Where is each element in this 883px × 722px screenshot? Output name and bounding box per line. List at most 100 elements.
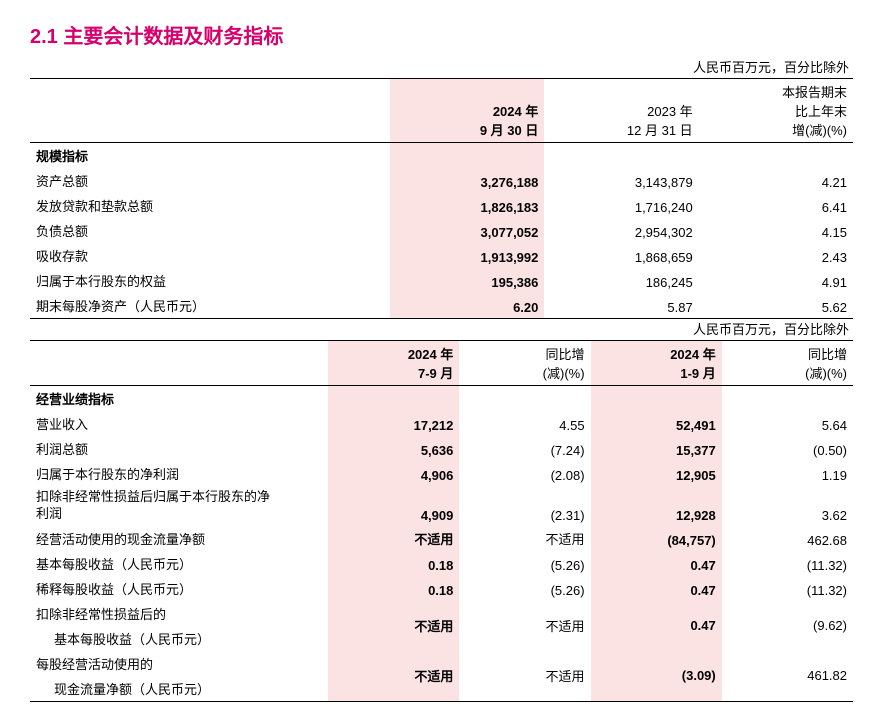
table2-hdr-c2: 同比增 (减)(%) <box>459 341 590 386</box>
table-row: 资产总额3,276,1883,143,8794.21 <box>30 168 853 193</box>
table1-header-row: 2024 年 9 月 30 日 2023 年 12 月 31 日 本报告期末 比… <box>30 79 853 143</box>
row-val-change: 5.62 <box>699 293 853 319</box>
row-val-change: 2.43 <box>699 243 853 268</box>
table-scale-indicators: 2024 年 9 月 30 日 2023 年 12 月 31 日 本报告期末 比… <box>30 78 853 319</box>
row-val-prior: 5.87 <box>544 293 698 319</box>
row-val-prior: 3,143,879 <box>544 168 698 193</box>
table-row: 发放贷款和垫款总额1,826,1831,716,2406.41 <box>30 193 853 218</box>
table-row: 基本每股收益（人民币元）0.18(5.26)0.47(11.32) <box>30 551 853 576</box>
row-label: 营业收入 <box>30 411 328 436</box>
table-row: 归属于本行股东的净利润4,906(2.08)12,9051.19 <box>30 461 853 486</box>
table-row: 归属于本行股东的权益195,386186,2454.91 <box>30 268 853 293</box>
table1-hdr-c2: 2023 年 12 月 31 日 <box>544 79 698 143</box>
table1-section-row: 规模指标 <box>30 143 853 169</box>
table-row: 负债总额3,077,0522,954,3024.15 <box>30 218 853 243</box>
row-val-q: 5,636 <box>328 436 459 461</box>
row-val-q-chg: (5.26) <box>459 551 590 576</box>
table-row: 扣除非经常性损益后归属于本行股东的净利润4,909(2.31)12,9283.6… <box>30 486 853 526</box>
row-val-q-chg: 不适用 <box>459 601 590 651</box>
row-label: 经营活动使用的现金流量净额 <box>30 526 328 551</box>
row-val-change: 6.41 <box>699 193 853 218</box>
row-val-ytd-chg: (0.50) <box>722 436 853 461</box>
row-val-current: 1,826,183 <box>390 193 544 218</box>
row-val-current: 3,077,052 <box>390 218 544 243</box>
row-val-q-chg: (2.08) <box>459 461 590 486</box>
row-val-q: 17,212 <box>328 411 459 436</box>
row-val-q: 不适用 <box>328 651 459 702</box>
row-val-ytd-chg: (9.62) <box>722 601 853 651</box>
row-val-current: 195,386 <box>390 268 544 293</box>
row-val-q: 0.18 <box>328 576 459 601</box>
row-val-change: 4.91 <box>699 268 853 293</box>
table-row: 每股经营活动使用的不适用不适用(3.09)461.82 <box>30 651 853 676</box>
table-row: 经营活动使用的现金流量净额不适用不适用(84,757)462.68 <box>30 526 853 551</box>
row-sublabel: 基本每股收益（人民币元） <box>30 626 328 651</box>
row-label: 每股经营活动使用的 <box>30 651 328 676</box>
table-row: 稀释每股收益（人民币元）0.18(5.26)0.47(11.32) <box>30 576 853 601</box>
table2-section: 经营业绩指标 <box>30 386 328 412</box>
table1-section: 规模指标 <box>30 143 390 169</box>
row-val-ytd-chg: 461.82 <box>722 651 853 702</box>
section-title: 2.1 主要会计数据及财务指标 <box>30 20 853 49</box>
row-val-ytd-chg: 3.62 <box>722 486 853 526</box>
table1-hdr-blank <box>30 79 390 143</box>
table-row: 扣除非经常性损益后的不适用不适用0.47(9.62) <box>30 601 853 626</box>
row-val-ytd: 15,377 <box>591 436 722 461</box>
row-val-ytd-chg: (11.32) <box>722 576 853 601</box>
unit-note-2: 人民币百万元，百分比除外 <box>30 319 853 338</box>
row-val-prior: 1,716,240 <box>544 193 698 218</box>
row-val-ytd-chg: (11.32) <box>722 551 853 576</box>
row-label: 扣除非经常性损益后归属于本行股东的净利润 <box>30 486 328 526</box>
row-val-q-chg: (7.24) <box>459 436 590 461</box>
table1-hdr-c1: 2024 年 9 月 30 日 <box>390 79 544 143</box>
row-label: 吸收存款 <box>30 243 390 268</box>
row-val-ytd: 52,491 <box>591 411 722 436</box>
table-operating-indicators: 2024 年 7-9 月 同比增 (减)(%) 2024 年 1-9 月 同比增… <box>30 340 853 702</box>
row-val-q-chg: (5.26) <box>459 576 590 601</box>
table2-hdr-c4: 同比增 (减)(%) <box>722 341 853 386</box>
row-label: 稀释每股收益（人民币元） <box>30 576 328 601</box>
table2-header-row: 2024 年 7-9 月 同比增 (减)(%) 2024 年 1-9 月 同比增… <box>30 341 853 386</box>
row-val-q-chg: 不适用 <box>459 651 590 702</box>
row-val-q: 0.18 <box>328 551 459 576</box>
row-label: 基本每股收益（人民币元） <box>30 551 328 576</box>
table-row: 吸收存款1,913,9921,868,6592.43 <box>30 243 853 268</box>
table2-hdr-c1: 2024 年 7-9 月 <box>328 341 459 386</box>
row-label: 利润总额 <box>30 436 328 461</box>
row-label: 资产总额 <box>30 168 390 193</box>
table-row: 期末每股净资产（人民币元）6.205.875.62 <box>30 293 853 319</box>
row-val-ytd: (3.09) <box>591 651 722 702</box>
row-val-ytd: 0.47 <box>591 551 722 576</box>
row-val-current: 6.20 <box>390 293 544 319</box>
row-val-prior: 2,954,302 <box>544 218 698 243</box>
row-val-prior: 1,868,659 <box>544 243 698 268</box>
unit-note-1: 人民币百万元，百分比除外 <box>30 57 853 76</box>
row-val-ytd: 0.47 <box>591 601 722 651</box>
table2-section-row: 经营业绩指标 <box>30 386 853 412</box>
table-row: 营业收入17,2124.5552,4915.64 <box>30 411 853 436</box>
table-row: 利润总额5,636(7.24)15,377(0.50) <box>30 436 853 461</box>
row-label: 归属于本行股东的权益 <box>30 268 390 293</box>
row-label: 扣除非经常性损益后的 <box>30 601 328 626</box>
table2-hdr-blank <box>30 341 328 386</box>
row-val-q-chg: (2.31) <box>459 486 590 526</box>
row-val-change: 4.21 <box>699 168 853 193</box>
row-val-q: 不适用 <box>328 601 459 651</box>
row-label: 负债总额 <box>30 218 390 243</box>
table2-hdr-c3: 2024 年 1-9 月 <box>591 341 722 386</box>
row-val-ytd-chg: 462.68 <box>722 526 853 551</box>
row-val-ytd: 12,928 <box>591 486 722 526</box>
row-val-current: 3,276,188 <box>390 168 544 193</box>
row-val-prior: 186,245 <box>544 268 698 293</box>
row-label: 发放贷款和垫款总额 <box>30 193 390 218</box>
row-val-ytd-chg: 5.64 <box>722 411 853 436</box>
row-val-change: 4.15 <box>699 218 853 243</box>
row-val-ytd: 12,905 <box>591 461 722 486</box>
row-val-q: 不适用 <box>328 526 459 551</box>
table1-hdr-c3: 本报告期末 比上年末 增(减)(%) <box>699 79 853 143</box>
row-val-ytd-chg: 1.19 <box>722 461 853 486</box>
row-val-q-chg: 4.55 <box>459 411 590 436</box>
row-val-ytd: 0.47 <box>591 576 722 601</box>
row-val-current: 1,913,992 <box>390 243 544 268</box>
row-val-ytd: (84,757) <box>591 526 722 551</box>
